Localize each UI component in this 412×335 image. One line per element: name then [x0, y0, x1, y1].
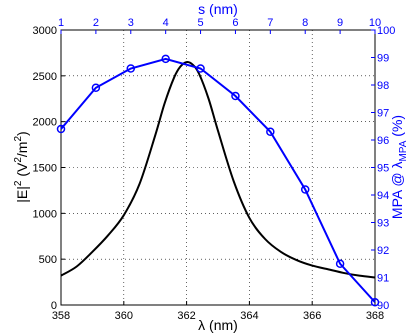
top-tick-label: 7 — [267, 17, 273, 29]
right-tick-label: 100 — [377, 25, 395, 37]
right-axis-title-main: MPA @ λ — [389, 162, 405, 220]
field-intensity-line — [60, 61, 376, 279]
top-tick-label: 9 — [337, 17, 343, 29]
right-tick-label: 97 — [377, 108, 389, 120]
left-axis-title-units-exp: 2 — [13, 157, 24, 163]
top-axis-title: s (nm) — [198, 1, 238, 17]
left-axis-title-units-close: ) — [14, 131, 30, 136]
right-axis-title-close: (%) — [389, 115, 405, 141]
left-tick-label: 500 — [39, 254, 57, 266]
mpa-point-marker — [56, 124, 66, 134]
bottom-tick-label: 360 — [115, 310, 133, 322]
top-tick-label: 8 — [302, 17, 308, 29]
top-tick-label: 2 — [93, 17, 99, 29]
mpa-point-marker — [266, 127, 275, 136]
bottom-tick-label: 366 — [303, 310, 321, 322]
mpa-point-marker — [300, 185, 310, 194]
mpa-point-marker — [161, 54, 170, 64]
mpa-point-marker — [335, 259, 345, 268]
right-axis-title-sub: MPA — [398, 140, 409, 161]
left-tick-label: 1500 — [33, 163, 57, 175]
right-tick-label: 91 — [377, 273, 389, 285]
data-series — [56, 54, 380, 307]
mpa-point-marker — [91, 83, 101, 92]
top-tick-label: 6 — [232, 17, 238, 29]
left-axis-title-exp: 2 — [13, 180, 24, 186]
left-tick-label: 2500 — [33, 71, 57, 83]
grid-lines — [61, 30, 375, 305]
top-tick-label: 4 — [163, 17, 169, 29]
bottom-tick-label: 362 — [177, 310, 195, 322]
left-axis-title-units-exp2: 2 — [13, 136, 24, 142]
bottom-tick-label: 364 — [240, 310, 258, 322]
bottom-tick-label: 368 — [366, 310, 384, 322]
left-tick-label: 1000 — [33, 208, 57, 220]
mpa-point-marker — [126, 64, 136, 73]
bottom-tick-label: 358 — [52, 310, 70, 322]
right-tick-label: 95 — [377, 163, 389, 175]
right-tick-label: 92 — [377, 245, 389, 257]
right-tick-label: 98 — [377, 80, 389, 92]
mpa-point-marker — [370, 298, 380, 307]
left-axis-title-main: |E| — [14, 186, 30, 203]
mpa-line — [60, 57, 376, 303]
left-tick-label: 0 — [51, 300, 57, 312]
left-axis-title-units-mid: /m — [14, 142, 30, 158]
axis-ticks: 358 360 362 364 366 3680500100015002000250030… — [33, 17, 396, 322]
right-axis-title: MPA @ λMPA (%) — [389, 115, 409, 219]
left-axis-title: |E|2 (V2/m2) — [13, 131, 30, 202]
top-tick-label: 10 — [369, 17, 381, 29]
top-tick-label: 5 — [197, 17, 203, 29]
left-tick-label: 3000 — [33, 25, 57, 37]
left-tick-label: 2000 — [33, 117, 57, 129]
right-tick-label: 94 — [377, 190, 389, 202]
top-tick-label: 1 — [58, 17, 64, 29]
right-tick-label: 96 — [377, 135, 389, 147]
left-axis-title-units-open: (V — [14, 162, 30, 181]
mpa-point-marker — [231, 91, 240, 101]
top-tick-label: 3 — [128, 17, 134, 29]
mpa-point-marker — [196, 64, 205, 73]
right-tick-label: 90 — [377, 300, 389, 312]
bottom-axis-title: λ (nm) — [198, 317, 238, 333]
right-tick-label: 99 — [377, 53, 389, 65]
right-tick-label: 93 — [377, 218, 389, 230]
